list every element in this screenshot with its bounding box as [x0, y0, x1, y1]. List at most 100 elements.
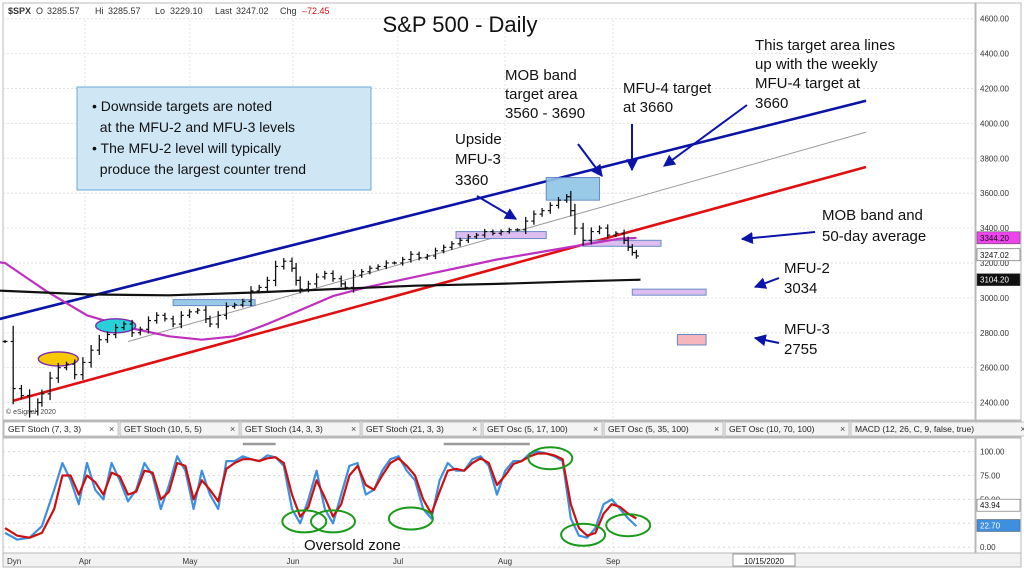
price-bar — [605, 224, 611, 239]
price-tick-label: 3600.00 — [980, 189, 1009, 198]
close-tab-icon[interactable]: × — [109, 424, 114, 434]
indicator-tab-background — [724, 421, 850, 437]
indicator-tab-label: GET Osc (10, 70, 100) — [729, 424, 815, 434]
price-bar — [433, 247, 438, 260]
close-tab-icon[interactable]: × — [351, 424, 356, 434]
oversold-circle — [560, 522, 607, 547]
indicator-tab[interactable]: GET Stoch (14, 3, 3) × — [240, 421, 361, 437]
price-axis-panel — [975, 2, 1022, 421]
time-tick-label: Jul — [393, 557, 403, 566]
indicator-tab[interactable]: GET Stoch (7, 3, 3) × — [3, 421, 119, 437]
indicator-tab[interactable]: GET Osc (10, 70, 100) × — [724, 421, 850, 437]
price-tag-label: 3104.20 — [980, 276, 1009, 285]
close-tab-icon[interactable]: × — [230, 424, 235, 434]
price-bar — [351, 269, 356, 293]
price-bar — [359, 269, 365, 278]
target-box — [676, 334, 707, 346]
price-bar — [392, 261, 397, 265]
price-bar — [113, 323, 119, 339]
indicator-tab[interactable]: GET Osc (5, 35, 100) × — [603, 421, 724, 437]
time-tick-label: Aug — [498, 557, 512, 566]
annotation-labels: Upside MFU-3 3360 MOB band target area 3… — [304, 37, 926, 554]
oscillator-value-tag — [976, 519, 1021, 532]
oversold-circle — [605, 513, 652, 538]
price-bar — [523, 216, 529, 235]
price-bar — [330, 270, 336, 282]
note-box-background — [76, 86, 372, 191]
close-tab-icon[interactable]: × — [1020, 424, 1024, 434]
price-bar — [281, 258, 287, 270]
price-bar — [162, 312, 168, 322]
close-tab-icon[interactable]: × — [714, 424, 719, 434]
mfu4-target-label: MFU-4 target — [623, 80, 712, 97]
indicator-tab-background — [482, 421, 603, 437]
indicator-tab[interactable]: GET Stoch (10, 5, 5) × — [119, 421, 240, 437]
close-tab-icon[interactable]: × — [593, 424, 598, 434]
arrow-from-weekly-target — [663, 104, 748, 167]
price-bar — [215, 311, 221, 329]
price-bar — [207, 315, 213, 328]
chart-title: S&P 500 - Daily — [383, 12, 538, 37]
price-bar — [556, 197, 561, 209]
price-tick-label: 3400.00 — [980, 224, 1009, 233]
price-bar — [539, 208, 545, 217]
annotation-arrows — [476, 104, 816, 347]
oscillator-tick-label: 75.00 — [980, 471, 1001, 480]
low-label: Lo — [155, 6, 165, 16]
price-bar — [531, 210, 537, 225]
price-tick-label: 4200.00 — [980, 85, 1009, 94]
price-tick-label: 4400.00 — [980, 50, 1009, 59]
close-tab-icon[interactable]: × — [472, 424, 477, 434]
note-line: at the MFU-2 and MFU-3 levels — [92, 119, 295, 135]
change-label: Chg — [280, 6, 297, 16]
price-bar — [465, 234, 471, 243]
price-bar — [223, 302, 229, 320]
low-value: 3229.10 — [170, 6, 203, 16]
note-box: • Downside targets are noted at the MFU-… — [76, 86, 372, 191]
price-bar — [105, 331, 110, 343]
stochastic-lines — [4, 450, 638, 541]
time-tick-label: Sep — [606, 557, 621, 566]
mob-target-label: MOB band — [505, 67, 577, 84]
price-bar — [264, 276, 270, 292]
indicator-tab[interactable]: GET Stoch (21, 3, 3) × — [361, 421, 482, 437]
oscillator-value-tag — [976, 498, 1021, 512]
price-tick-label: 4000.00 — [980, 119, 1009, 128]
price-tick-label: 3000.00 — [980, 294, 1009, 303]
indicator-tab-label: GET Stoch (7, 3, 3) — [8, 424, 81, 434]
price-tag — [976, 231, 1021, 245]
price-bar — [297, 276, 303, 294]
symbol-text: $SPX — [8, 6, 31, 16]
upside-mfu3-label: 3360 — [455, 172, 488, 189]
indicator-tab-label: GET Stoch (14, 3, 3) — [245, 424, 323, 434]
price-bar — [232, 302, 238, 309]
indicator-tab-background — [3, 421, 119, 437]
mob-50day-label: MOB band and — [822, 207, 923, 224]
indicator-tab[interactable]: GET Osc (5, 17, 100) × — [482, 421, 603, 437]
price-tag-label: 3247.02 — [980, 251, 1009, 260]
price-bar — [47, 371, 53, 401]
price-bar — [80, 357, 86, 380]
price-bar — [441, 244, 447, 254]
change-value: –72.45 — [302, 6, 330, 16]
arrow-to-mob-50day — [740, 231, 816, 244]
mfu3-label: 2755 — [784, 341, 817, 358]
price-bar — [10, 325, 16, 405]
open-label: O — [36, 6, 43, 16]
indicator-tab[interactable]: MACD (12, 26, C, 9, false, true) × — [850, 421, 1024, 437]
stoch-fast-line — [4, 450, 638, 541]
upside-mfu3-label: Upside — [455, 131, 502, 148]
price-tick-label: 4600.00 — [980, 15, 1009, 24]
close-tab-icon[interactable]: × — [840, 424, 845, 434]
oscillator-value-label: 22.70 — [980, 522, 1001, 531]
price-bar — [633, 249, 639, 259]
arrow-to-mfu3-box — [753, 334, 780, 347]
price-bar — [515, 228, 520, 232]
oscillator-panel — [2, 437, 976, 554]
arrow-to-mfu3-box — [476, 195, 518, 220]
dyn-label[interactable]: Dyn — [7, 557, 21, 566]
mfu3-label: MFU-3 — [784, 321, 830, 338]
weekly-target-label: This target area lines — [755, 37, 895, 54]
price-bar — [498, 229, 504, 236]
price-bar — [322, 270, 328, 280]
